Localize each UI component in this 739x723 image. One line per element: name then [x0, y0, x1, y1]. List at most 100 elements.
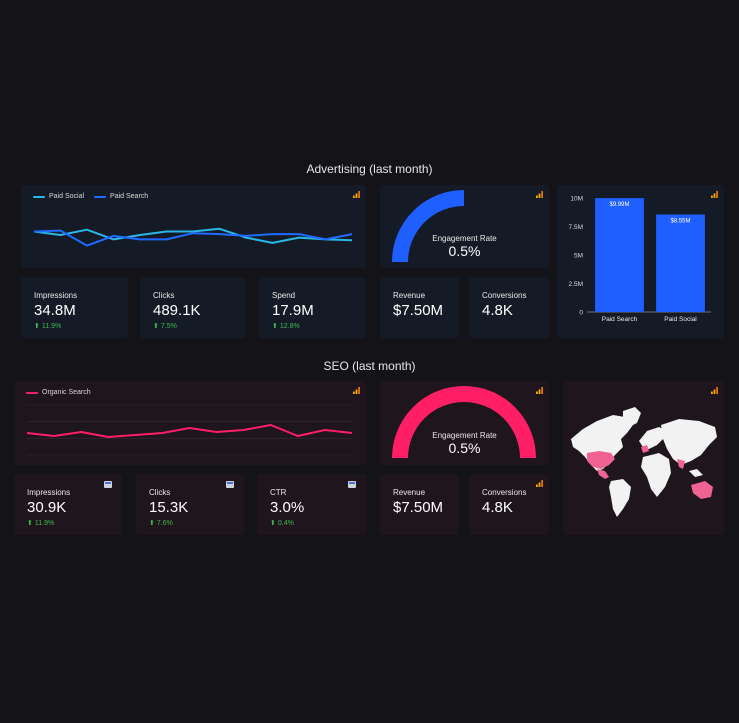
bar-data-label: $8.55M — [670, 219, 690, 225]
legend-swatch-paid-social — [33, 195, 45, 198]
series-line-organic-search — [26, 424, 353, 438]
seo-kpi-impressions: Impressions 30.9K ⬆ 11.9% — [14, 474, 122, 535]
map-greenland — [623, 407, 641, 427]
arrow-up-icon: ⬆ — [34, 323, 40, 330]
analytics-icon — [536, 387, 543, 394]
advertising-kpi-conversions: Conversions 4.8K — [469, 277, 549, 338]
legend-swatch-paid-search — [94, 195, 107, 198]
kpi-delta: ⬆ 7.6% — [149, 519, 173, 527]
seo-kpi-conversions: Conversions 4.8K — [469, 474, 549, 535]
seo-line-chart-card: Organic Search — [14, 381, 366, 465]
advertising-kpi-spend: Spend 17.9M ⬆ 12.8% — [259, 277, 366, 338]
kpi-delta-value: 11.9% — [41, 323, 62, 330]
analytics-icon — [353, 387, 360, 394]
kpi-delta-value: 7.6% — [156, 520, 173, 527]
legend-label-paid-search: Paid Search — [110, 193, 149, 200]
advertising-kpi-impressions: Impressions 34.8M ⬆ 11.9% — [21, 277, 128, 338]
advertising-bar-chart-card: 0 2.5M 5M 7.5M 10M $9.99M Paid Search $8.55M Pai… — [557, 185, 724, 338]
advertising-engagement-gauge — [392, 190, 465, 263]
kpi-delta: ⬆ 0.4% — [270, 519, 294, 527]
y-tick-label: 0 — [579, 310, 583, 317]
calendar-icon — [226, 481, 234, 488]
gauge-fill-arc — [392, 190, 465, 263]
seo-kpi-ctr: CTR 3.0% ⬆ 0.4% — [257, 474, 366, 535]
kpi-label: CTR — [270, 488, 287, 497]
kpi-delta: ⬆ 12.8% — [272, 322, 300, 330]
seo-line-chart — [26, 404, 353, 456]
kpi-value: 30.9K — [27, 499, 67, 516]
legend-item-organic-search: Organic Search — [26, 389, 91, 396]
kpi-value: 489.1K — [153, 302, 201, 319]
y-tick-label: 7.5M — [569, 224, 583, 231]
series-line-paid-search — [33, 229, 353, 247]
kpi-value: $7.50M — [393, 302, 444, 319]
map-usa-highlight — [587, 451, 615, 469]
legend-label-organic-search: Organic Search — [42, 389, 91, 396]
analytics-icon — [536, 191, 543, 198]
legend-item-paid-search: Paid Search — [94, 193, 148, 200]
map-north-america — [571, 415, 633, 471]
analytics-icon — [711, 387, 718, 394]
advertising-line-chart — [33, 227, 353, 247]
analytics-icon — [711, 191, 718, 198]
advertising-line-chart-card: Paid Social Paid Search — [21, 185, 366, 268]
kpi-value: 17.9M — [272, 302, 314, 319]
kpi-label: Revenue — [393, 291, 426, 300]
advertising-bar-chart: 0 2.5M 5M 7.5M 10M $9.99M Paid Search $8.55M Pai… — [569, 196, 711, 323]
advertising-kpi-clicks: Clicks 489.1K ⬆ 7.5% — [140, 277, 246, 338]
world-map — [571, 407, 717, 517]
kpi-delta-value: 12.8% — [279, 323, 300, 330]
kpi-delta-value: 11.9% — [34, 520, 55, 527]
arrow-up-icon: ⬆ — [270, 520, 276, 527]
map-india-highlight — [677, 459, 685, 469]
calendar-icon — [348, 481, 356, 488]
seo-engagement-gauge — [392, 386, 536, 459]
analytics-icon — [536, 480, 543, 487]
seo-gauge-value: 0.5% — [448, 440, 481, 456]
map-southeast-asia — [689, 469, 703, 477]
series-line-paid-social — [33, 227, 353, 244]
kpi-value: 4.8K — [482, 302, 513, 319]
map-australia-highlight — [691, 481, 713, 499]
legend-swatch-organic-search — [26, 391, 38, 394]
kpi-label: Spend — [272, 291, 296, 300]
kpi-delta: ⬆ 7.5% — [153, 322, 177, 330]
arrow-up-icon: ⬆ — [153, 323, 159, 330]
bar-paid-search — [595, 198, 644, 312]
kpi-label: Impressions — [27, 488, 71, 497]
advertising-section-title: Advertising (last month) — [306, 162, 433, 176]
legend-label-paid-social: Paid Social — [49, 193, 85, 200]
map-mexico-highlight — [597, 469, 609, 479]
kpi-label: Impressions — [34, 291, 78, 300]
seo-gauge-card: Engagement Rate 0.5% — [380, 381, 549, 465]
kpi-delta: ⬆ 11.9% — [34, 322, 61, 330]
kpi-value: $7.50M — [393, 499, 444, 516]
seo-world-map-card — [563, 381, 724, 535]
advertising-gauge-label: Engagement Rate — [432, 234, 497, 243]
kpi-value: 34.8M — [34, 302, 76, 319]
seo-line-legend: Organic Search — [26, 389, 101, 396]
y-tick-label: 10M — [570, 196, 583, 203]
seo-kpi-clicks: Clicks 15.3K ⬆ 7.6% — [136, 474, 244, 535]
x-tick-label: Paid Search — [602, 316, 638, 323]
advertising-gauge-card: Engagement Rate 0.5% — [380, 185, 549, 268]
kpi-delta-value: 7.5% — [160, 323, 177, 330]
advertising-kpi-revenue: Revenue $7.50M — [380, 277, 459, 338]
bar-paid-social — [656, 214, 705, 312]
calendar-icon — [104, 481, 112, 488]
map-europe-highlight — [641, 445, 649, 453]
kpi-delta: ⬆ 11.9% — [27, 519, 54, 527]
seo-section-title: SEO (last month) — [323, 359, 416, 373]
kpi-label: Conversions — [482, 488, 527, 497]
seo-kpi-revenue: Revenue $7.50M — [380, 474, 459, 535]
map-south-america — [609, 479, 631, 517]
advertising-line-legend: Paid Social Paid Search — [33, 193, 158, 200]
y-tick-label: 5M — [574, 253, 583, 260]
advertising-gauge-value: 0.5% — [448, 243, 481, 259]
x-tick-label: Paid Social — [664, 316, 697, 323]
kpi-label: Revenue — [393, 488, 426, 497]
kpi-label: Clicks — [149, 488, 171, 497]
legend-item-paid-social: Paid Social — [33, 193, 84, 200]
arrow-up-icon: ⬆ — [272, 323, 278, 330]
arrow-up-icon: ⬆ — [27, 520, 33, 527]
